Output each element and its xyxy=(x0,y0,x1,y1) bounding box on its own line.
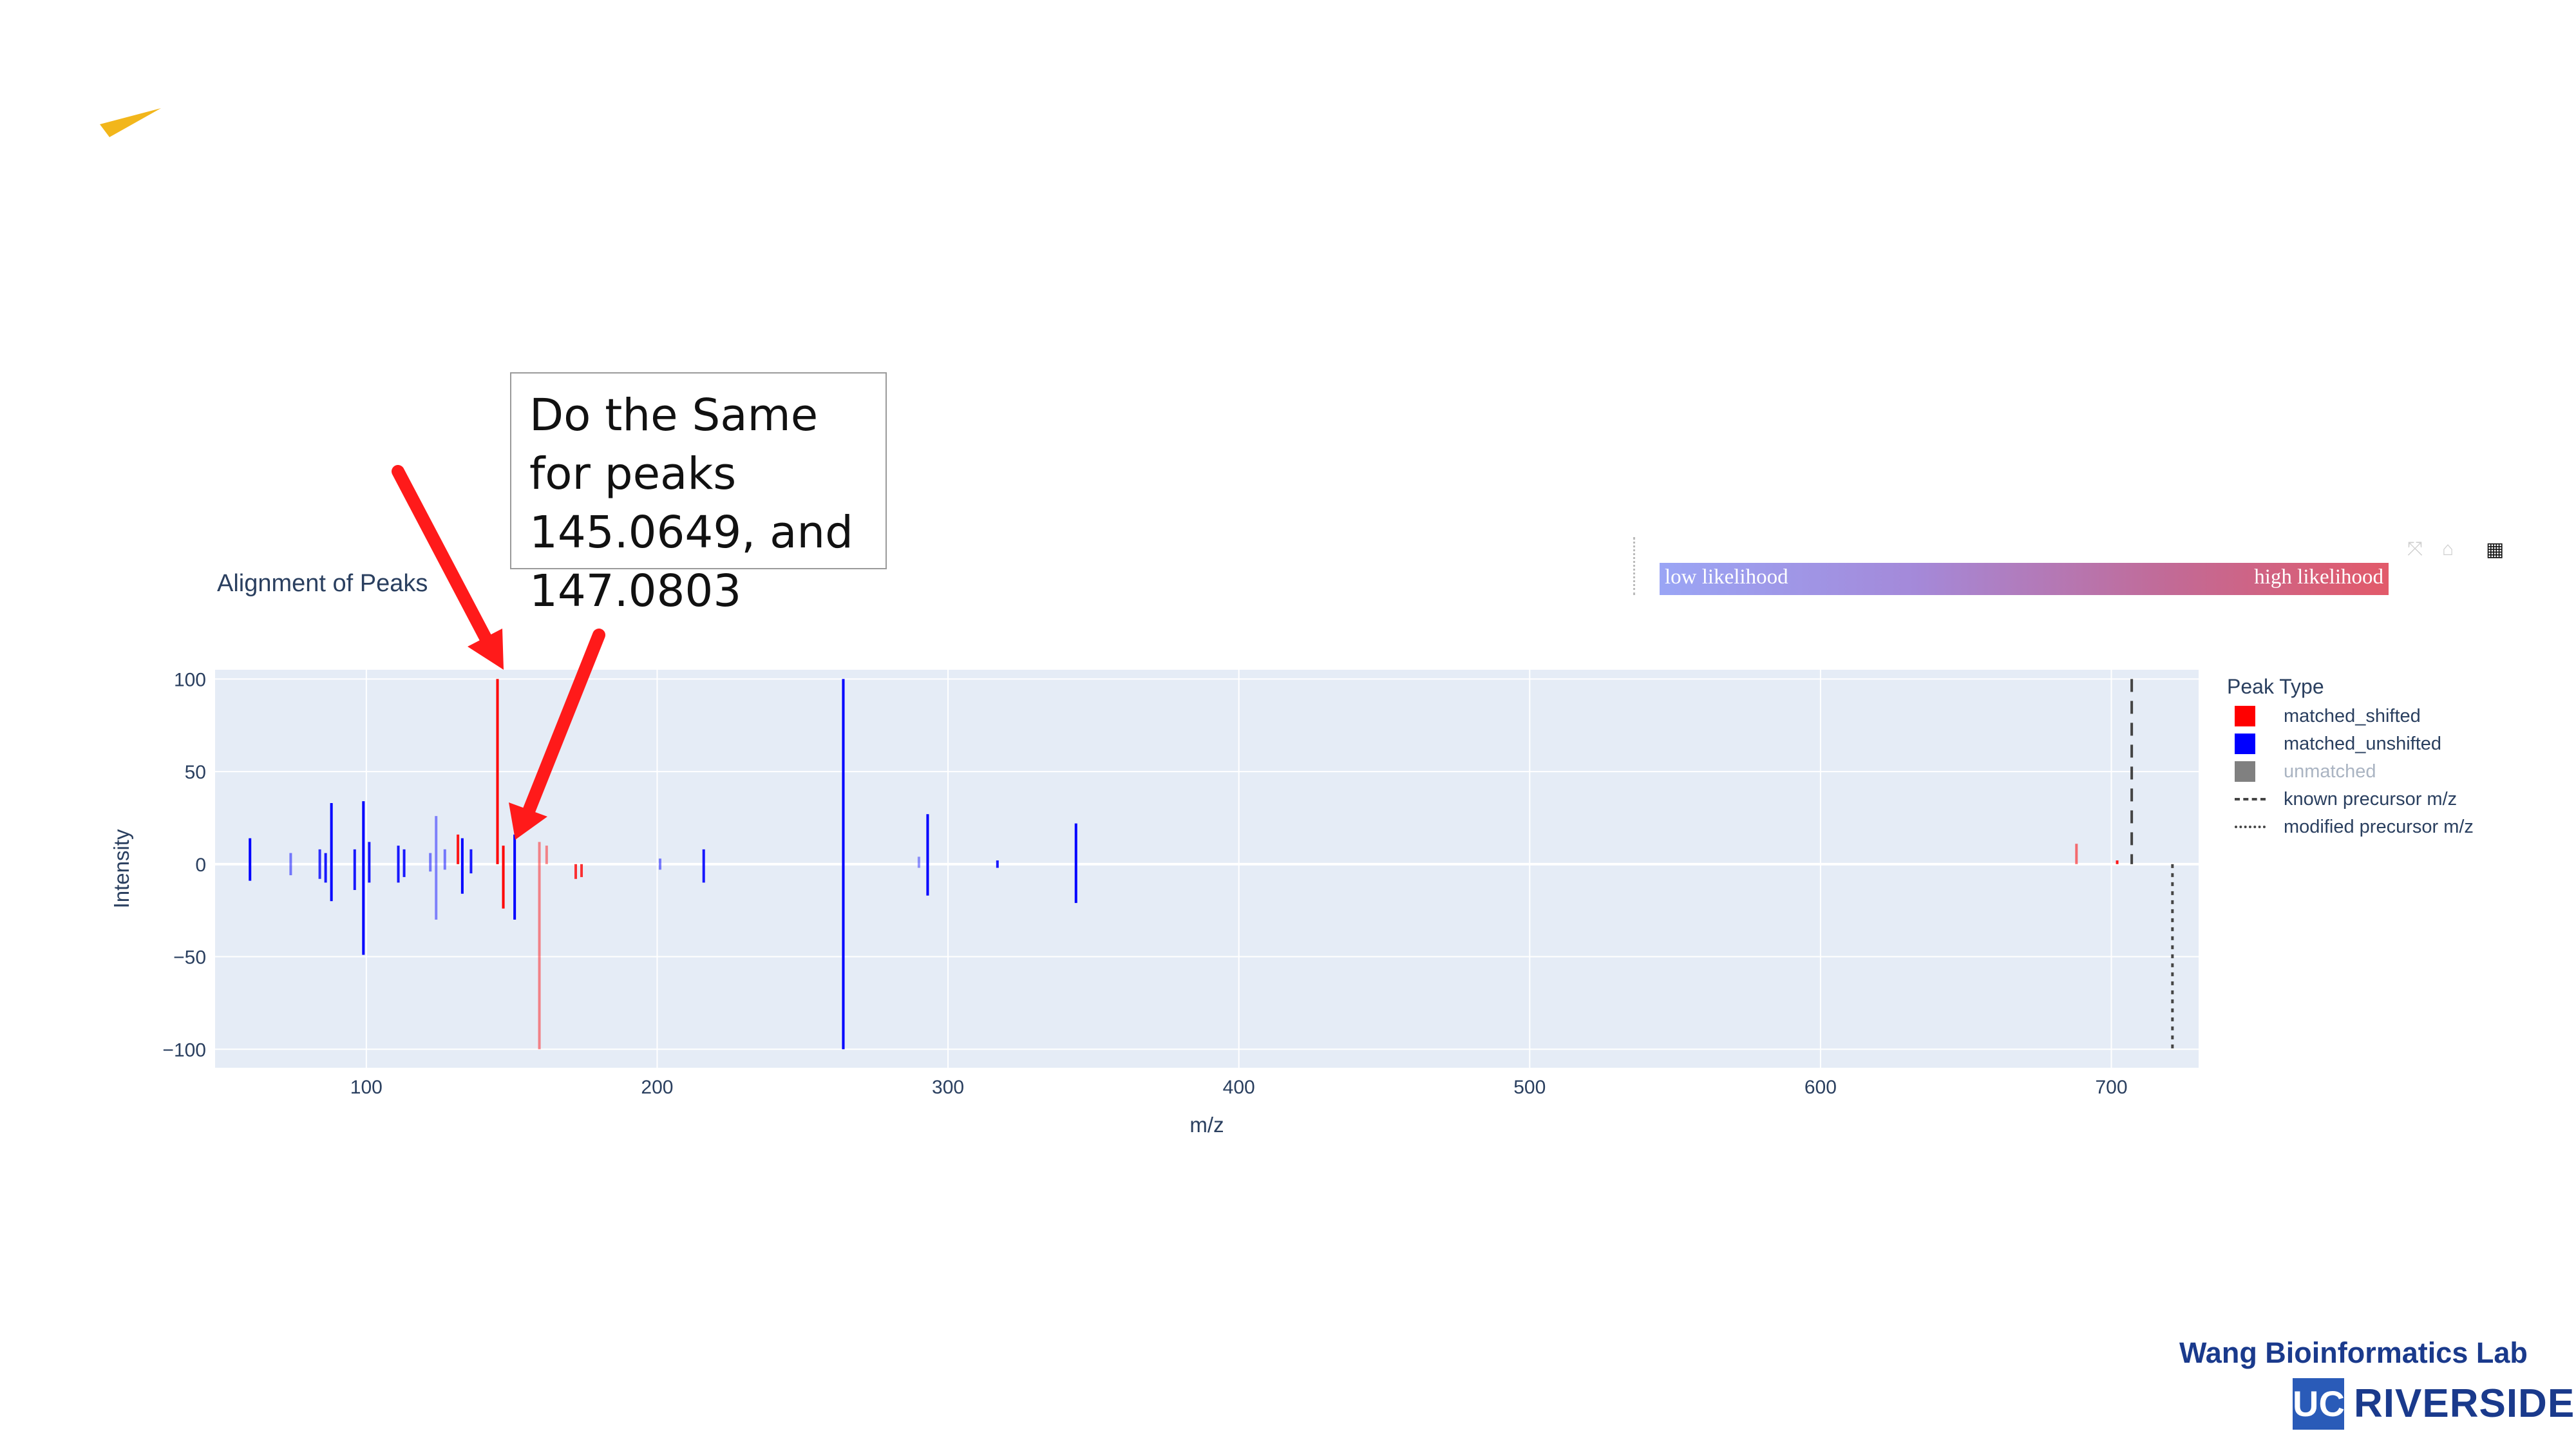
annotation-arrow-1-head xyxy=(468,629,504,670)
y-tick-label: 0 xyxy=(195,855,206,876)
plotly-logo-icon[interactable]: ▦ xyxy=(2486,539,2505,560)
legend-swatch-matched-shifted xyxy=(2235,706,2255,726)
campus-wordmark: RIVERSIDE xyxy=(2354,1381,2575,1426)
annotation-callout: Do the Same for peaks 145.0649, and 147.… xyxy=(510,372,887,617)
legend-line-known-precursor xyxy=(2235,798,2266,800)
autoscale-icon[interactable]: ⤧ xyxy=(2407,538,2423,560)
x-tick-label: 700 xyxy=(2095,1077,2127,1098)
x-tick-label: 100 xyxy=(350,1077,383,1098)
plot-area: −100 −50 0 50 100 100 200 300 400 500 600 700 m/z Int… xyxy=(109,669,2199,1137)
chart-title: Alignment of Peaks xyxy=(217,570,428,597)
x-tick-label: 400 xyxy=(1223,1077,1255,1098)
legend-line-modified-precursor xyxy=(2235,826,2266,828)
colorbar-low-label: low likelihood xyxy=(1665,565,1788,589)
legend-label: matched_shifted xyxy=(2284,705,2421,726)
x-tick-label: 500 xyxy=(1513,1077,1546,1098)
home-icon[interactable]: ⌂ xyxy=(2442,538,2454,560)
colorbar-divider xyxy=(1633,537,1635,595)
legend-swatch-matched-unshifted xyxy=(2235,734,2255,754)
legend-item-unmatched[interactable]: unmatched xyxy=(2235,759,2376,784)
accent-mark xyxy=(100,108,161,137)
legend-swatch-unmatched xyxy=(2235,761,2255,782)
y-tick-label: 100 xyxy=(174,669,206,690)
y-tick-label: −50 xyxy=(173,947,206,969)
annotation-arrows xyxy=(392,465,605,840)
legend-label: known precursor m/z xyxy=(2284,788,2458,810)
y-tick-label: 50 xyxy=(185,762,206,783)
y-tick-label: −100 xyxy=(162,1039,206,1061)
legend-label: matched_unshifted xyxy=(2284,733,2442,754)
annotation-arrow-2 xyxy=(522,629,605,819)
likelihood-colorbar: low likelihood high likelihood xyxy=(1660,563,2389,595)
lab-name: Wang Bioinformatics Lab xyxy=(2179,1336,2528,1369)
legend-item-modified-precursor[interactable]: modified precursor m/z xyxy=(2235,814,2474,840)
plot-background xyxy=(215,670,2199,1068)
uc-logo: UC xyxy=(2293,1378,2345,1430)
x-axis-label: m/z xyxy=(1189,1113,1224,1137)
legend-title: Peak Type xyxy=(2227,675,2324,698)
legend-item-known-precursor[interactable]: known precursor m/z xyxy=(2235,786,2457,812)
legend-item-matched-shifted[interactable]: matched_shifted xyxy=(2235,703,2421,729)
x-tick-label: 200 xyxy=(641,1077,673,1098)
x-tick-label: 300 xyxy=(932,1077,964,1098)
x-tick-label: 600 xyxy=(1804,1077,1837,1098)
legend-label: modified precursor m/z xyxy=(2284,816,2474,837)
legend-label: unmatched xyxy=(2284,761,2376,782)
legend-item-matched-unshifted[interactable]: matched_unshifted xyxy=(2235,731,2441,757)
annotation-arrow-1 xyxy=(392,465,496,652)
annotation-arrow-2-head xyxy=(509,802,547,840)
colorbar-high-label: high likelihood xyxy=(2254,565,2383,589)
y-axis-label: Intensity xyxy=(109,829,133,908)
